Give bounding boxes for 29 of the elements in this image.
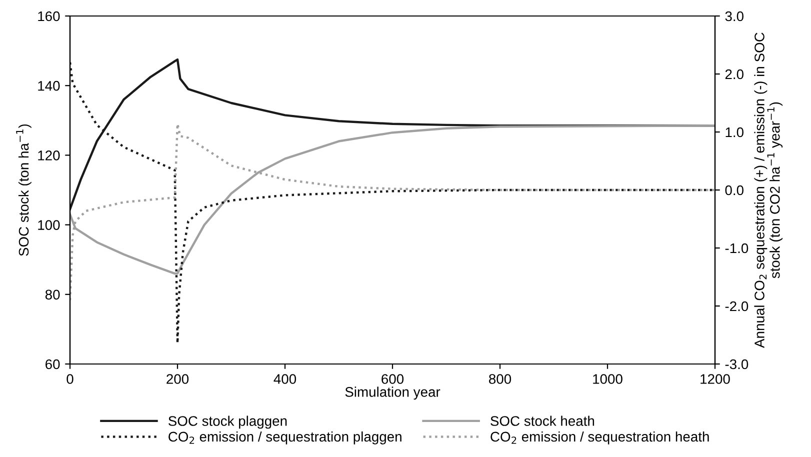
y-tick-label: 120 [38,150,60,160]
y-axis-title: SOC stock (ton ha$^{−1}$) [16,124,32,256]
x-tick-label: 600 [382,374,404,384]
y-tick-label: 160 [38,11,60,22]
x-tick-label: 0 [66,374,74,384]
y2-tick-label: 3.0 [725,11,744,22]
line-series [70,122,715,302]
y-tick-label: 100 [38,220,60,230]
x-tick-label: 800 [489,374,512,384]
x-tick-label: 1000 [593,374,622,384]
y2-axis-title: Annual CO$_{2}$ sequestration (+) / emission (-) in SOC stock (ton CO2 ha$^{−1}$ year$^{−1}$) [754,32,783,348]
x-tick-label: 1200 [700,374,730,384]
x-tick-label: 400 [274,374,296,384]
legend-label: CO$_{2}$ emission / sequestration heath [490,431,709,444]
legend-label: SOC stock plaggen [168,416,287,429]
x-axis-title: Simulation year [345,386,440,400]
y-tick-label: 140 [38,80,60,91]
y2-tick-label: 2.0 [725,69,744,80]
legend-label: SOC stock heath [490,416,594,426]
x-tick-label: 200 [166,374,189,384]
line-series [70,61,715,344]
legend-label: CO$_{2}$ emission / sequestration plaggen [168,431,402,444]
y-tick-label: 80 [45,290,60,300]
y2-tick-label: -1.0 [725,243,748,254]
y2-tick-label: 0.0 [725,185,744,196]
y-tick-label: 60 [46,359,60,370]
y2-tick-label: -2.0 [725,301,748,312]
y2-tick-label: -3.0 [725,359,748,370]
y2-tick-label: 1.0 [726,127,744,138]
